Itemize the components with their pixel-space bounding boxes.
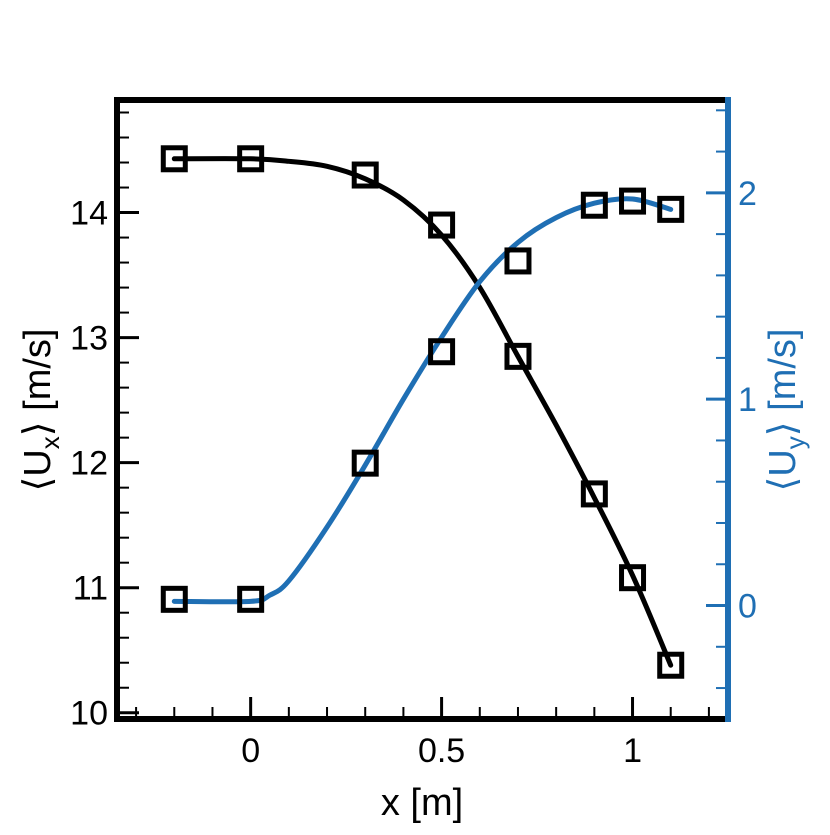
- markers-layer: [160, 145, 685, 679]
- uy-marker: [351, 449, 379, 477]
- ux-curve: [171, 156, 674, 668]
- uy-curve: [171, 196, 674, 605]
- y-right-tick-label: 2: [738, 175, 757, 213]
- uy-marker: [657, 195, 685, 223]
- uy-marker: [237, 585, 265, 613]
- y-right-axis-title: ⟨Uy⟩ [m/s]: [762, 329, 810, 492]
- y-left-tick-label: 14: [70, 195, 108, 233]
- uy-marker: [160, 585, 188, 613]
- x-tick-label: 0.5: [418, 732, 465, 770]
- ux-marker: [160, 145, 188, 173]
- uy-marker: [504, 247, 532, 275]
- uy-marker: [580, 191, 608, 219]
- y-left-tick-label: 12: [70, 445, 108, 483]
- curves-layer: [171, 156, 674, 668]
- ux-marker: [657, 651, 685, 679]
- ux-marker: [351, 161, 379, 189]
- x-tick-label: 1: [623, 732, 642, 770]
- ux-marker: [237, 145, 265, 173]
- plot-frame: [114, 97, 731, 722]
- y-left-tick-label: 13: [70, 320, 108, 358]
- y-right-tick-label: 1: [738, 381, 757, 419]
- y-left-tick-label: 11: [73, 570, 108, 608]
- ux-marker: [580, 480, 608, 508]
- ux-marker: [504, 342, 532, 370]
- x-tick-label: 0: [241, 732, 260, 770]
- ux-marker: [428, 211, 456, 239]
- uy-marker: [619, 187, 647, 215]
- y-left-tick-label: 10: [70, 695, 108, 733]
- ux-marker: [619, 564, 647, 592]
- x-axis-title: x [m]: [381, 782, 463, 824]
- y-right-tick-label: 0: [738, 588, 757, 626]
- uy-marker: [428, 338, 456, 366]
- y-left-axis-title: ⟨Ux⟩ [m/s]: [17, 329, 65, 492]
